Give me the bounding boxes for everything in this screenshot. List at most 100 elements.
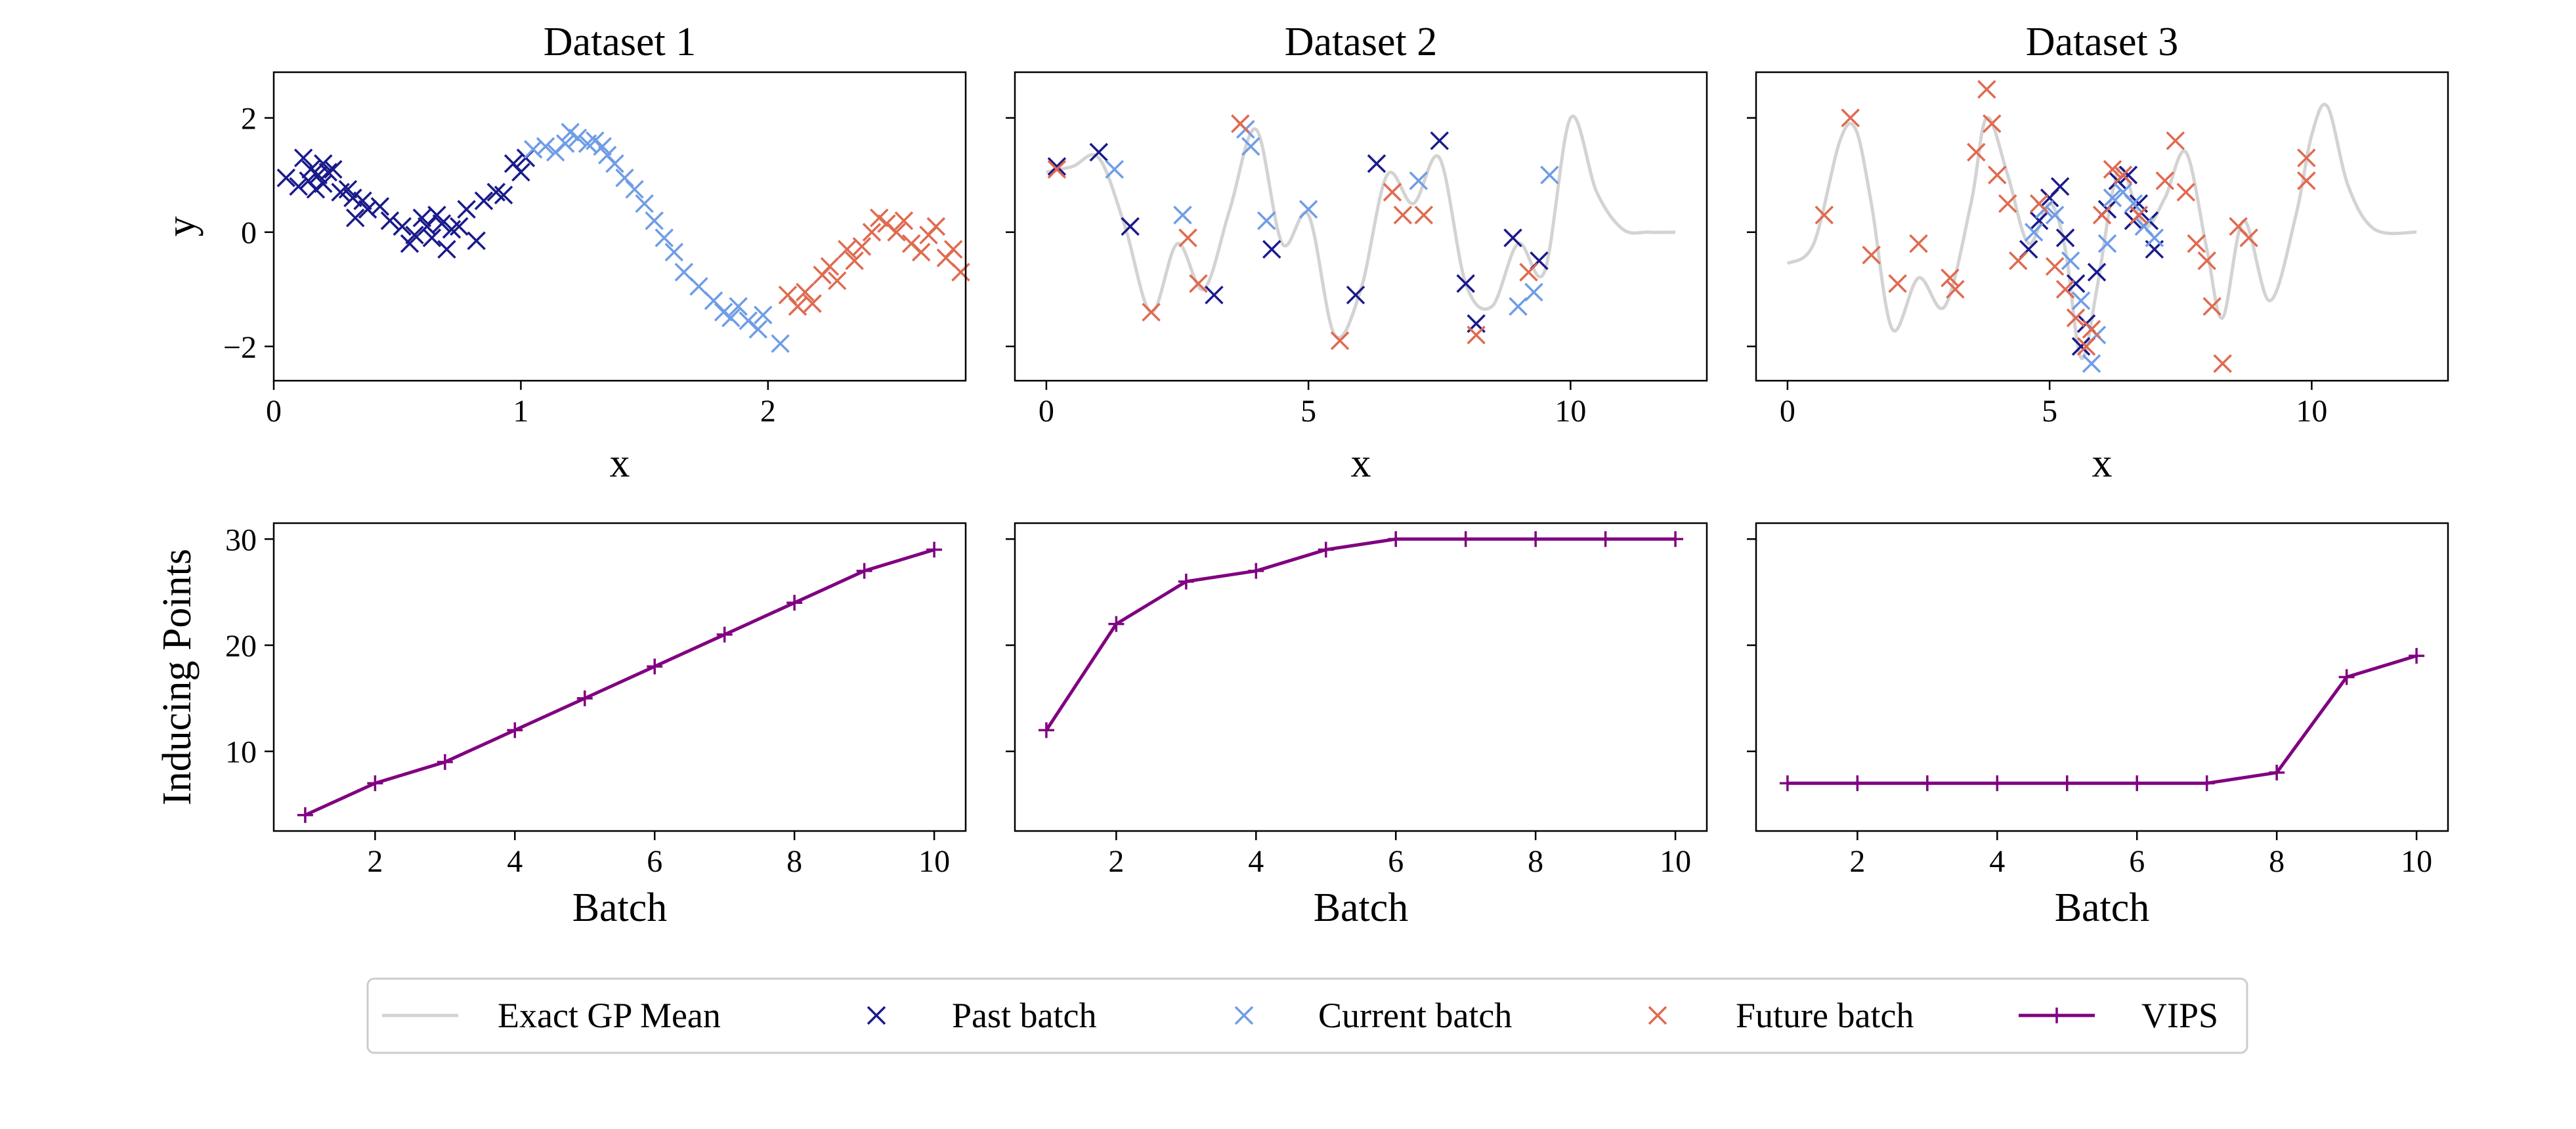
subplot-title: Dataset 2 xyxy=(1285,20,1437,64)
subplot-title: Dataset 1 xyxy=(544,20,696,64)
axes-frame xyxy=(272,522,967,832)
future-batch-point xyxy=(1814,205,1834,224)
x-tick-label: 5 xyxy=(2042,394,2057,429)
current-batch-point xyxy=(605,154,624,173)
vips-marker xyxy=(1528,531,1544,547)
future-batch-point xyxy=(951,263,970,282)
axes-frame xyxy=(1755,522,2449,832)
subplot-1 xyxy=(265,71,970,390)
current-batch-point xyxy=(561,123,580,142)
past-batch-point xyxy=(2118,165,2138,184)
x-tick-label: 10 xyxy=(2401,844,2432,879)
future-batch-point xyxy=(803,294,822,313)
subplot-2 xyxy=(1006,71,1708,390)
future-batch-point xyxy=(912,242,931,262)
future-batch-point xyxy=(852,237,872,256)
axes-frame xyxy=(1014,71,1708,382)
x-tick-label: 2 xyxy=(1108,844,1124,879)
future-batch-point xyxy=(2176,182,2195,202)
past-batch-point xyxy=(358,200,377,219)
vips-marker xyxy=(1178,573,1194,589)
past-batch-point xyxy=(412,208,432,228)
future-batch-point xyxy=(1142,303,1161,322)
past-batch-point xyxy=(2087,263,2107,282)
current-batch-point xyxy=(593,137,612,156)
past-batch-point xyxy=(2066,274,2086,293)
past-batch-point xyxy=(2071,337,2091,356)
vips-marker xyxy=(2199,775,2215,792)
past-batch-point xyxy=(467,231,486,250)
past-batch-point xyxy=(324,160,343,179)
past-batch-point xyxy=(2029,211,2049,230)
future-batch-point xyxy=(1988,165,2007,184)
current-batch-point xyxy=(2045,205,2065,224)
past-batch-point xyxy=(1367,154,1386,173)
future-batch-point xyxy=(2076,337,2096,356)
future-batch-point xyxy=(2155,171,2175,190)
current-batch-point xyxy=(1299,200,1318,219)
subplot-title: Dataset 3 xyxy=(2026,20,2178,64)
past-batch-point xyxy=(1430,131,1449,150)
current-batch-point xyxy=(1173,205,1192,224)
past-batch-point xyxy=(1456,274,1475,293)
future-batch-point xyxy=(2045,257,2065,276)
subplot-4 xyxy=(265,522,967,840)
current-batch-point xyxy=(2103,188,2122,207)
future-batch-point xyxy=(926,217,946,236)
future-batch-point xyxy=(1393,205,1413,224)
legend-x-marker xyxy=(1234,1006,1254,1025)
x-axis-label: x xyxy=(2092,441,2113,486)
current-batch-point xyxy=(2124,194,2143,213)
axes-frame xyxy=(272,71,967,382)
current-batch-point xyxy=(1257,211,1276,230)
future-batch-point xyxy=(2066,309,2086,328)
x-tick-label: 0 xyxy=(1780,394,1795,429)
past-batch-point xyxy=(400,234,419,253)
y-tick-label: 30 xyxy=(225,522,257,557)
future-batch-point xyxy=(894,211,914,230)
future-batch-point xyxy=(828,271,847,290)
current-batch-point xyxy=(714,303,733,322)
x-axis-label: Batch xyxy=(1314,885,1409,930)
vips-line xyxy=(1787,654,2417,785)
x-tick-label: 2 xyxy=(367,844,383,879)
subplot-5 xyxy=(1006,522,1708,840)
future-batch-point xyxy=(2297,148,2316,167)
vips-marker xyxy=(786,595,803,611)
vips-marker xyxy=(367,775,383,792)
gp-mean-curve xyxy=(1786,102,2417,360)
x-tick-label: 5 xyxy=(1300,394,1316,429)
legend-label: Future batch xyxy=(1736,996,1914,1035)
vips-marker xyxy=(647,658,663,675)
past-batch-point xyxy=(1503,228,1522,247)
vips-marker xyxy=(297,807,313,823)
x-tick-label: 4 xyxy=(1989,844,2005,879)
axes-frame xyxy=(1755,71,2449,382)
current-batch-point xyxy=(2082,354,2101,373)
x-tick-label: 2 xyxy=(760,394,776,429)
current-batch-point xyxy=(748,320,768,339)
future-batch-point xyxy=(1909,234,1928,253)
legend-box xyxy=(366,977,2248,1054)
x-tick-label: 6 xyxy=(1388,844,1404,879)
current-batch-point xyxy=(2071,291,2091,310)
past-batch-point xyxy=(1346,286,1365,305)
future-batch-point xyxy=(796,282,815,302)
x-tick-label: 6 xyxy=(647,844,662,879)
past-batch-point xyxy=(494,185,513,205)
legend-x-marker xyxy=(867,1006,886,1025)
current-batch-point xyxy=(1409,171,1428,190)
vips-marker xyxy=(1597,531,1614,547)
current-batch-point xyxy=(645,211,664,230)
x-tick-label: 8 xyxy=(1528,844,1543,879)
y-tick-label: 10 xyxy=(225,735,257,770)
future-batch-point xyxy=(2113,165,2133,184)
past-batch-point xyxy=(345,208,365,228)
x-axis-label: x xyxy=(610,441,630,486)
past-batch-point xyxy=(437,240,456,259)
future-batch-point xyxy=(2055,280,2075,299)
vips-marker xyxy=(2409,648,2425,664)
future-batch-point xyxy=(2239,228,2258,247)
x-tick-label: 2 xyxy=(1849,844,1865,879)
future-batch-point xyxy=(1383,182,1402,202)
